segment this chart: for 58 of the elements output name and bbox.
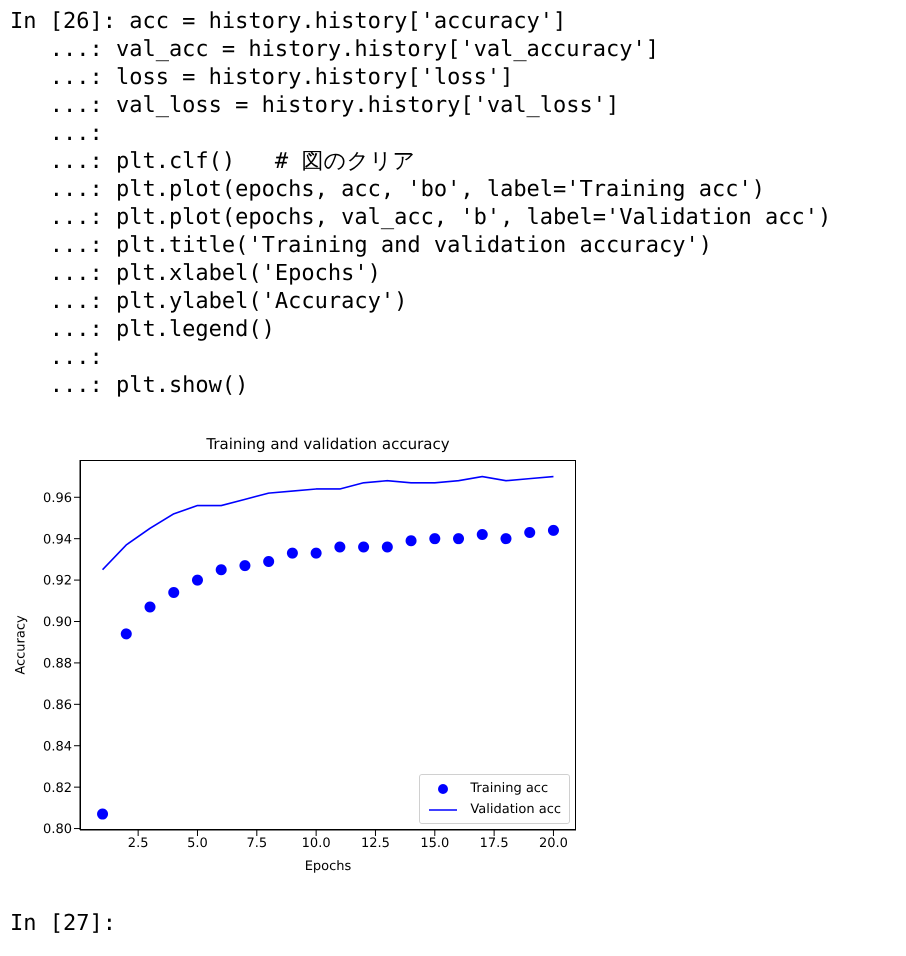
point	[334, 541, 346, 552]
point	[358, 541, 370, 552]
text: ...: plt.title('Training and validation accuracy')	[48, 232, 713, 260]
y-tick-label: 0.88	[43, 656, 72, 672]
line-series	[102, 476, 554, 571]
point	[500, 533, 512, 544]
text: In [26]: acc = history.history['accuracy']	[10, 8, 568, 36]
x-axis-title: Epochs	[304, 859, 352, 874]
point	[239, 560, 250, 572]
text: ...: plt.legend()	[48, 316, 276, 344]
text: In [27]:	[10, 910, 116, 938]
text: ...: plt.xlabel('Epochs')	[48, 260, 382, 288]
y-tick-label: 0.80	[43, 822, 72, 838]
y-axis-title: Accuracy	[14, 615, 29, 675]
point	[429, 533, 440, 544]
text: ...: val_acc = history.history['val_accuracy']	[48, 36, 660, 64]
y-tick-label: 0.92	[43, 574, 72, 589]
point	[168, 587, 180, 598]
x-tick-label: 20.0	[538, 836, 568, 852]
point	[453, 533, 464, 544]
text: ...: loss = history.history['loss']	[48, 64, 514, 92]
point	[524, 526, 536, 538]
y-tick-label: 0.82	[43, 780, 72, 796]
text: ...: plt.ylabel('Accuracy')	[48, 288, 408, 316]
point	[286, 548, 298, 559]
x-tick-label: 10.0	[302, 836, 331, 852]
point	[548, 524, 559, 536]
point	[310, 548, 322, 559]
point	[144, 602, 156, 613]
text: ...: plt.plot(epochs, acc, 'bo', label='Training acc')	[48, 176, 766, 204]
text: ...:	[48, 120, 104, 148]
y-tick-label: 0.96	[43, 490, 72, 506]
point	[406, 535, 417, 546]
x-tick-label: 12.5	[360, 836, 390, 852]
legend-label: Training acc	[470, 781, 548, 796]
text: ...: plt.plot(epochs, val_acc, 'b', label='Validation acc')	[48, 204, 832, 232]
point	[216, 564, 227, 576]
text: ...: val_loss = history.history['val_loss']	[48, 92, 620, 120]
chart-title: Training and validation accuracy	[205, 435, 451, 453]
x-tick-label: 15.0	[420, 836, 450, 852]
y-tick-label: 0.90	[43, 615, 72, 630]
legend-label: Validation acc	[470, 802, 561, 817]
y-tick-label: 0.84	[43, 739, 72, 754]
y-tick-label: 0.94	[43, 532, 72, 548]
text: ...: plt.show()	[48, 372, 250, 400]
point	[263, 556, 274, 567]
x-tick-label: 5.0	[187, 836, 208, 852]
point	[192, 574, 203, 586]
text: ...: plt.clf() # 図のクリア	[48, 148, 416, 176]
text: ...:	[48, 344, 104, 372]
point	[382, 541, 393, 552]
x-tick-label: 2.5	[128, 836, 148, 852]
point	[120, 628, 132, 640]
point	[476, 529, 488, 540]
x-tick-label: 7.5	[246, 836, 268, 852]
x-tick-label: 17.5	[480, 836, 509, 852]
y-tick-label: 0.86	[43, 698, 72, 713]
point	[97, 808, 108, 820]
